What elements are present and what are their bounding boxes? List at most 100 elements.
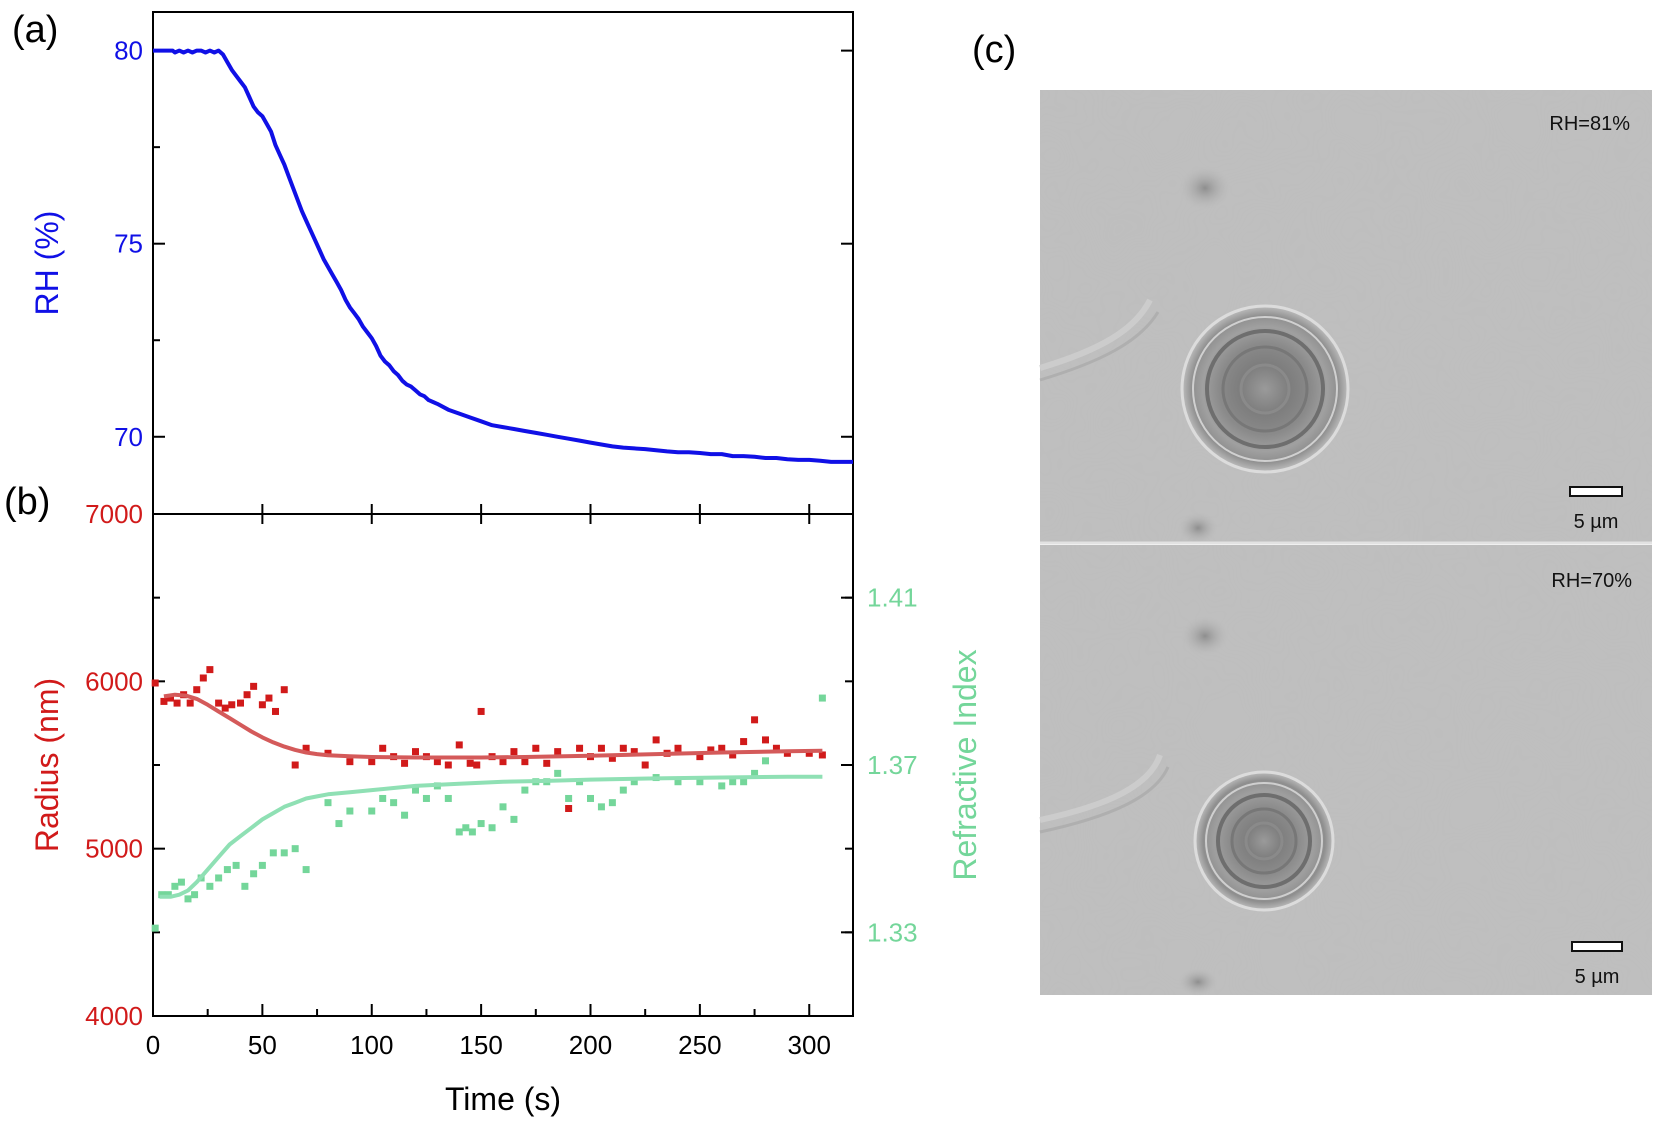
radius-ri-chart: 0 50 100 150 200 250 300 4000 5000 6000 7000 1.33… (29, 499, 983, 1117)
radius-fit-line (163, 692, 823, 760)
radius-point (696, 753, 704, 761)
radius-y-tick-label: 5000 (85, 834, 143, 864)
ri-point (379, 794, 387, 802)
radius-point (543, 759, 551, 767)
ri-point (729, 778, 737, 786)
radius-point (674, 744, 682, 752)
radius-point (368, 758, 376, 766)
radius-point (237, 699, 244, 707)
radius-point (433, 758, 441, 766)
rh-series-line (153, 48, 853, 464)
radius-point (167, 694, 174, 702)
radius-point (206, 666, 214, 674)
ri-point (477, 820, 485, 828)
radius-point (641, 761, 649, 769)
radius-point (751, 716, 759, 724)
ri-point (619, 786, 627, 794)
radius-point (532, 744, 540, 752)
radius-point (265, 694, 273, 702)
radius-point (818, 751, 826, 759)
ri-point (499, 803, 507, 811)
radius-y-tick-label: 6000 (85, 666, 143, 696)
radius-point (160, 697, 168, 705)
scatter-points (151, 666, 826, 932)
ri-point (171, 882, 179, 890)
radius-point (718, 744, 726, 752)
radius-point (243, 691, 251, 699)
time-x-axis-title: Time (s) (445, 1081, 561, 1117)
ri-point (740, 778, 748, 786)
radius-point (729, 751, 737, 759)
time-x-tick-label: 200 (569, 1030, 612, 1060)
radius-point (521, 758, 529, 766)
radius-point (258, 701, 266, 709)
ri-point (455, 828, 463, 836)
ri-point (206, 882, 214, 890)
radius-point (401, 759, 409, 767)
time-x-ticks: 0 50 100 150 200 250 300 (146, 514, 831, 1060)
ri-point (324, 799, 332, 807)
micrograph-top-scale-bar (1569, 486, 1623, 497)
radius-point (466, 759, 474, 767)
radius-y-tick-label: 7000 (85, 499, 143, 529)
ri-point (565, 794, 573, 802)
ri-y2-tick-label: 1.33 (867, 917, 918, 947)
micrograph-bottom-scale-bar (1571, 941, 1623, 952)
ri-point (696, 778, 704, 786)
rh-chart-frame (152, 11, 854, 515)
micrograph-top: RH=81% 5 µm (1039, 90, 1652, 544)
panel-c-label: (c) (972, 29, 1016, 71)
radius-point (151, 679, 159, 687)
ri-point (762, 757, 769, 765)
radius-point (762, 736, 769, 744)
radius-point (597, 744, 605, 752)
radius-point (554, 748, 562, 756)
fit-lines (159, 692, 823, 899)
radius-point (499, 758, 507, 766)
radius-point (186, 699, 194, 707)
ri-y2-tick-label: 1.37 (867, 750, 918, 780)
radius-point (173, 699, 181, 707)
ri-point (250, 870, 258, 878)
radius-point (280, 686, 288, 694)
micrograph-top-rh-label: RH=81% (1549, 113, 1630, 135)
radius-point (630, 748, 638, 756)
ri-point (390, 799, 398, 807)
ri-point (164, 891, 172, 899)
radius-point (291, 761, 299, 769)
rh-y-tick-label: 70 (114, 422, 143, 452)
radius-y-ticks: 4000 5000 6000 7000 (85, 499, 165, 1031)
radius-point (608, 754, 616, 762)
radius-point (221, 704, 229, 712)
ri-point (191, 891, 199, 899)
radius-point (805, 749, 813, 757)
radius-point (772, 744, 780, 752)
ri-point (184, 895, 192, 903)
radius-point (193, 686, 201, 694)
micrograph-bottom-rh-label: RH=70% (1551, 570, 1632, 592)
time-x-tick-label: 300 (788, 1030, 831, 1060)
rh-y-tick-label: 80 (114, 36, 143, 66)
ri-point (597, 803, 605, 811)
ri-point (269, 849, 277, 857)
radius-point (619, 744, 627, 752)
panel-a-label: (a) (12, 9, 58, 51)
ri-point (630, 778, 638, 786)
rh-y-ticks: 70 75 80 (114, 36, 853, 514)
ri-point (718, 782, 726, 790)
time-x-tick-label: 250 (678, 1030, 721, 1060)
radius-point (565, 805, 573, 813)
ri-point (510, 815, 518, 823)
radius-point (444, 761, 452, 769)
ri-point (280, 849, 288, 857)
radius-point (412, 748, 419, 756)
ri-y2-ticks: 1.33 1.37 1.41 (841, 583, 918, 947)
ri-point (488, 824, 496, 832)
radius-point (740, 738, 748, 746)
ri-point (401, 811, 409, 819)
micrograph-bottom-scale-label: 5 µm (1575, 966, 1620, 988)
radius-point (379, 744, 387, 752)
micrograph-top-spot (1179, 166, 1231, 210)
micrograph-bottom-spot (1181, 616, 1229, 656)
